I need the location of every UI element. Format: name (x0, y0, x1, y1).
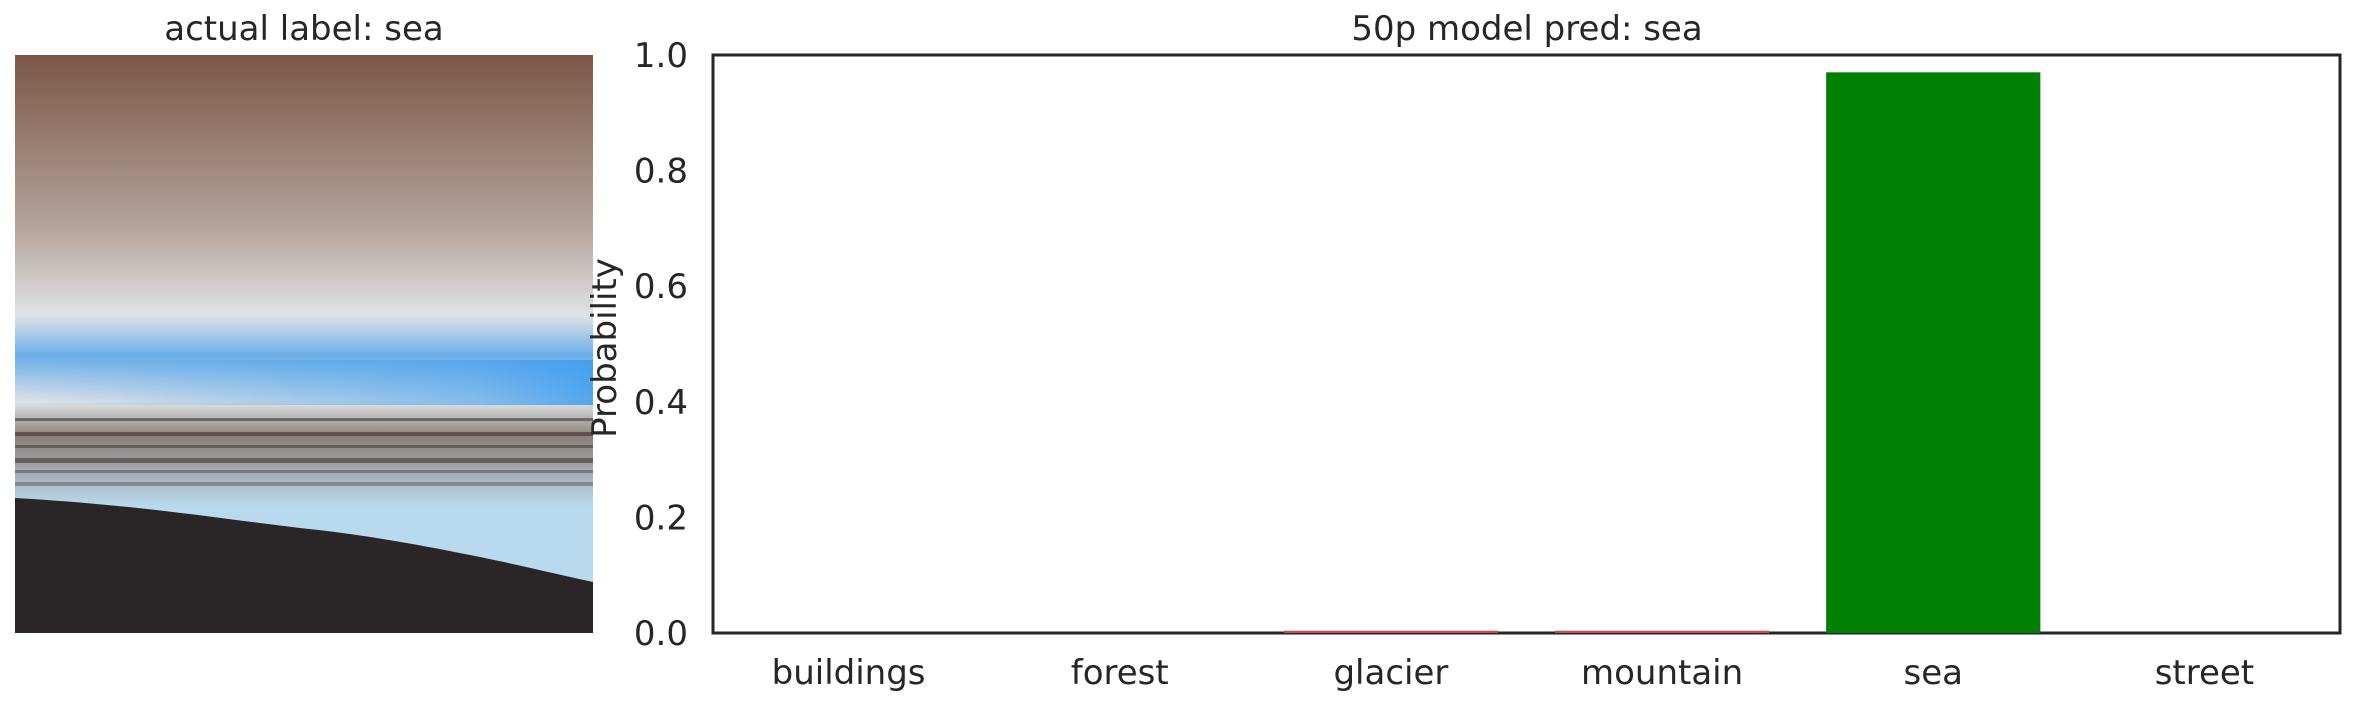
axes-frame (711, 53, 2342, 635)
x-tick-label-buildings: buildings (772, 653, 926, 693)
x-tick-label-mountain: mountain (1581, 653, 1743, 693)
y-tick-label: 0.2 (634, 498, 688, 538)
y-axis-label: Probability (585, 258, 625, 438)
y-axis-ticks: 0.0 0.2 0.4 0.6 0.8 1.0 (634, 36, 688, 654)
bar-sea (1826, 72, 2041, 634)
image-panel-title: actual label: sea (164, 9, 443, 49)
bar-mountain (1554, 630, 1770, 633)
y-tick-label: 0.4 (634, 383, 688, 423)
bars (1283, 72, 2041, 634)
x-tick-label-street: street (2155, 653, 2254, 693)
x-tick-label-forest: forest (1071, 653, 1169, 693)
y-tick-label: 0.6 (634, 267, 688, 307)
y-tick-label: 1.0 (634, 36, 688, 76)
y-tick-label: 0.8 (634, 152, 688, 192)
x-tick-label-sea: sea (1904, 653, 1963, 693)
y-tick-label: 0.0 (634, 614, 688, 654)
plot-area (711, 53, 2342, 635)
x-tick-label-glacier: glacier (1333, 653, 1448, 693)
x-axis-ticks: buildings forest glacier mountain sea street (772, 653, 2255, 693)
bar-glacier (1283, 630, 1499, 633)
chart-title: 50p model pred: sea (1351, 9, 1702, 49)
sea-photo (15, 55, 593, 633)
